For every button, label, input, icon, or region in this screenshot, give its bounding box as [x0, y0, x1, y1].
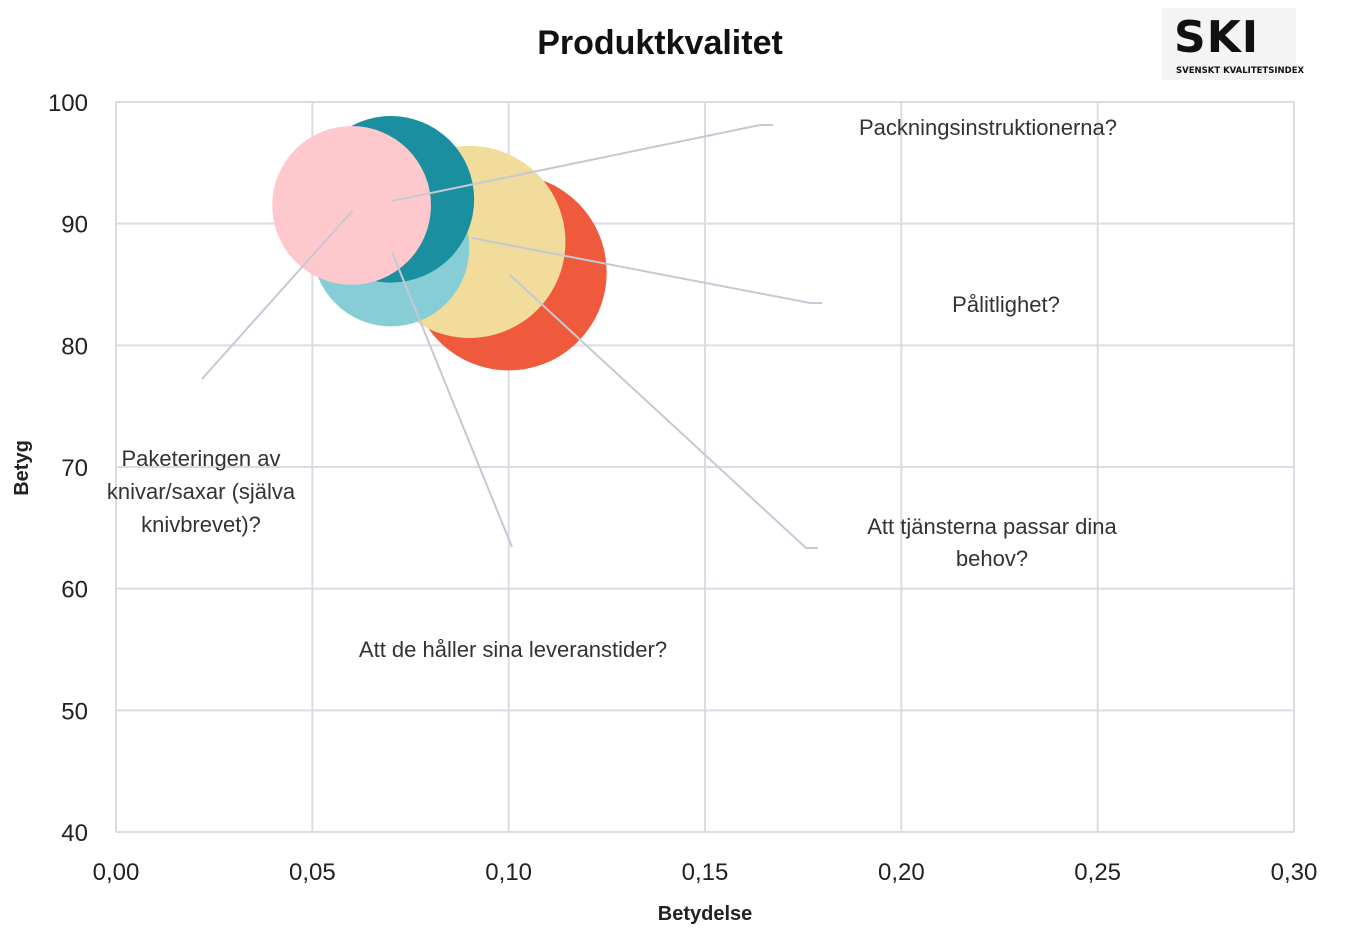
- y-tick-label: 100: [48, 90, 88, 117]
- bubble: [272, 126, 431, 285]
- y-tick-label: 70: [61, 455, 88, 482]
- leader-line: [391, 124, 773, 202]
- axis-ticks: 0,00 0,05 0,10 0,15 0,20 0,25 0,30 40 50 60 70 80 90…: [48, 90, 1317, 886]
- x-axis-label: Betydelse: [658, 903, 753, 925]
- bubble-label: Packningsinstruktionerna?: [859, 115, 1117, 140]
- y-tick-label: 60: [61, 577, 88, 604]
- x-tick-label: 0,10: [485, 859, 532, 886]
- grid: [115, 101, 1295, 833]
- bubble-label: Pålitlighet?: [952, 292, 1060, 317]
- y-axis-label: Betyg: [11, 440, 33, 496]
- x-tick-label: 0,05: [289, 859, 336, 886]
- x-tick-label: 0,00: [93, 859, 140, 886]
- bubble-label: Att tjänsterna passar dina behov?: [867, 514, 1117, 571]
- leader-line: [201, 209, 354, 380]
- leader-lines: [201, 124, 822, 549]
- y-tick-label: 90: [61, 212, 88, 239]
- logo-subtitle: SVENSKT KVALITETSINDEX: [1176, 66, 1305, 76]
- bubble-labels: Att tjänsterna passar dina behov? Pålitlig…: [107, 115, 1118, 662]
- bubble-label: Att de håller sina leveranstider?: [359, 637, 667, 662]
- chart-title: Produktkvalitet: [537, 24, 783, 62]
- bubbles: [272, 116, 607, 371]
- y-tick-label: 50: [61, 698, 88, 725]
- y-tick-label: 40: [61, 820, 88, 847]
- x-tick-label: 0,15: [682, 859, 729, 886]
- bubble-label: Paketeringen av knivar/saxar (själva knivb…: [107, 446, 296, 537]
- x-tick-label: 0,30: [1271, 859, 1318, 886]
- leader-line: [509, 274, 818, 549]
- leader-line: [391, 251, 513, 548]
- leader-line: [471, 237, 822, 304]
- x-tick-label: 0,25: [1074, 859, 1121, 886]
- x-tick-label: 0,20: [878, 859, 925, 886]
- y-tick-label: 80: [61, 333, 88, 360]
- ski-logo: SKI SVENSKT KVALITETSINDEX: [1162, 8, 1304, 80]
- logo-mark: SKI: [1174, 12, 1260, 63]
